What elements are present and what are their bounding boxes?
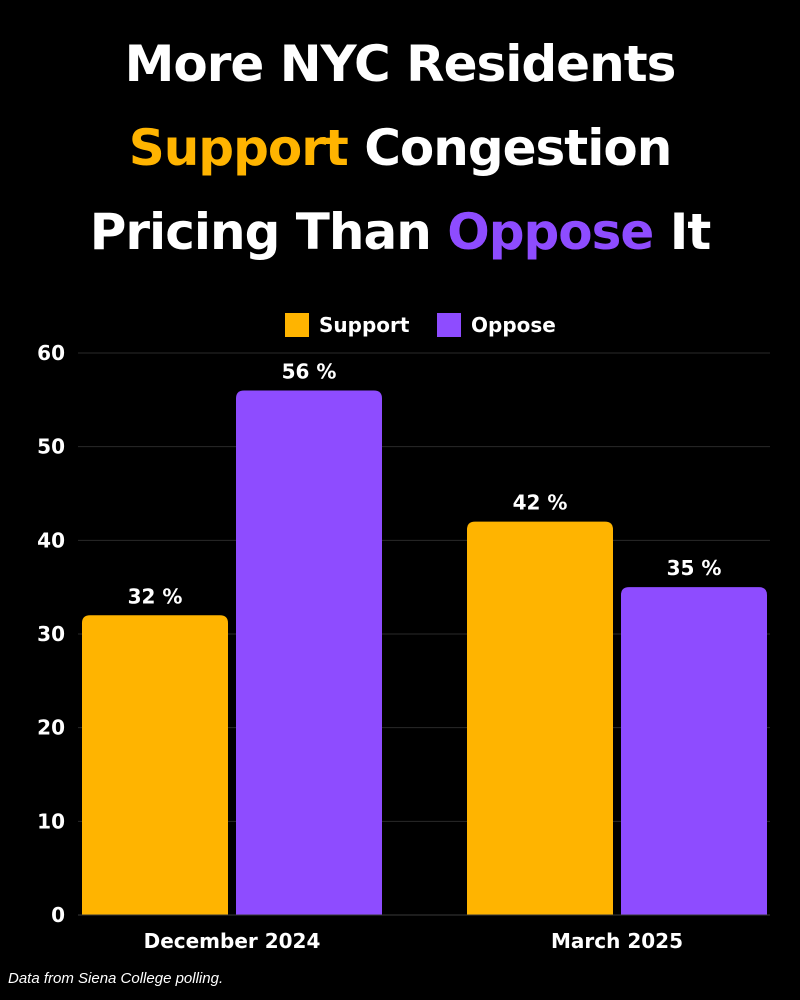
title-support-word: Support <box>128 119 349 177</box>
bar-oppose <box>236 390 382 915</box>
x-tick-label: December 2024 <box>144 929 321 953</box>
title-line-3: Pricing Than Oppose It <box>0 190 800 274</box>
data-label: 42 % <box>513 491 568 515</box>
title-line-1: More NYC Residents <box>124 35 677 93</box>
legend-label-oppose: Oppose <box>471 313 556 337</box>
title-line-2-rest: Congestion <box>347 119 672 177</box>
title-line-3-start: Pricing Than <box>89 203 448 261</box>
title-oppose-word: Oppose <box>447 203 654 261</box>
y-tick-label: 60 <box>37 341 65 365</box>
legend-swatch-support <box>285 313 309 337</box>
data-label: 32 % <box>128 584 183 608</box>
bar-oppose <box>621 587 767 915</box>
data-label: 35 % <box>667 556 722 580</box>
x-tick-label: March 2025 <box>551 929 683 953</box>
source-note: Data from Siena College polling. <box>8 970 224 987</box>
y-tick-label: 10 <box>37 809 65 833</box>
y-tick-label: 50 <box>37 435 65 459</box>
bar-chart: 0 10 20 30 40 50 60 32 % 56 % December 2024 42 % 35… <box>37 313 770 953</box>
chart-title: More NYC Residents Support Congestion Pr… <box>0 22 800 274</box>
y-tick-label: 20 <box>37 716 65 740</box>
title-line-3-end: It <box>653 203 712 261</box>
y-tick-label: 0 <box>51 903 65 927</box>
title-line-2: Support Congestion <box>0 106 800 190</box>
data-label: 56 % <box>282 359 337 383</box>
legend-swatch-oppose <box>437 313 461 337</box>
bar-support <box>467 521 613 915</box>
legend-label-support: Support <box>319 313 410 337</box>
bar-support <box>82 615 228 915</box>
y-tick-label: 30 <box>37 622 65 646</box>
y-tick-label: 40 <box>37 528 65 552</box>
